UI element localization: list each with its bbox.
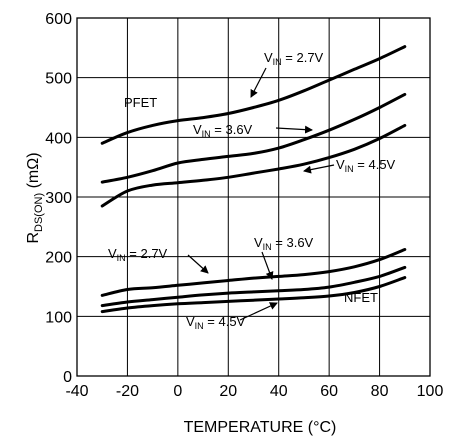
nfet-vin-3-6v-curve — [100, 265, 407, 308]
x-tick-label: -20 — [116, 383, 139, 400]
pfet-label: PFET — [124, 95, 157, 110]
x-tick-label: 60 — [320, 383, 338, 400]
x-tick-label: -40 — [65, 383, 88, 400]
arrow-nfet-4-5 — [239, 302, 278, 321]
grid — [77, 18, 430, 376]
pfet-vin-3-6v-curve — [100, 92, 407, 184]
plot-frame — [76, 17, 431, 377]
nfet-vin-3-6-label: VIN = 3.6V — [254, 235, 314, 252]
arrow-nfet-3-6 — [261, 251, 274, 280]
y-tick-label: 500 — [45, 71, 72, 88]
nfet-label: NFET — [344, 290, 378, 305]
pfet-vin-2-7v-curve — [100, 45, 407, 145]
y-tick-label: 300 — [45, 190, 72, 207]
y-axis-label: RDS(ON) (mΩ) — [25, 152, 45, 243]
x-axis-label: TEMPERATURE (°C) — [184, 419, 337, 436]
y-tick-label: 200 — [45, 250, 72, 267]
tick-labels: -40 -20 0 20 40 60 80 100 0 100 200 300 400 500 600 — [45, 11, 443, 400]
nfet-vin-4-5v-curve — [100, 276, 407, 314]
x-tick-label: 100 — [417, 383, 444, 400]
arrow-pfet-4-5 — [303, 164, 335, 174]
pfet-vin-4-5v-curve — [100, 123, 407, 208]
arrow-nfet-2-7 — [187, 254, 209, 274]
x-tick-label: 80 — [371, 383, 389, 400]
y-tick-label: 100 — [45, 309, 72, 326]
y-tick-label: 400 — [45, 130, 72, 147]
annotation-arrows — [187, 67, 335, 321]
y-tick-label: 600 — [45, 11, 72, 28]
data-curves — [100, 45, 407, 314]
x-tick-label: 20 — [219, 383, 237, 400]
pfet-vin-3-6-label: VIN = 3.6V — [193, 122, 253, 139]
arrow-pfet-3-6 — [275, 125, 313, 134]
arrow-pfet-2-7 — [250, 67, 267, 98]
annotations: PFET NFET VIN = 2.7V VIN = 3.6V VIN = 4.… — [108, 50, 396, 331]
nfet-vin-4-5-label: VIN = 4.5V — [186, 314, 246, 331]
nfet-vin-2-7v-curve — [100, 248, 407, 297]
pfet-vin-2-7-label: VIN = 2.7V — [264, 50, 324, 67]
x-tick-label: 0 — [173, 383, 182, 400]
nfet-vin-2-7-label: VIN = 2.7V — [108, 246, 168, 263]
pfet-vin-4-5-label: VIN = 4.5V — [336, 157, 396, 174]
y-tick-label: 0 — [63, 369, 72, 386]
x-tick-label: 40 — [270, 383, 288, 400]
